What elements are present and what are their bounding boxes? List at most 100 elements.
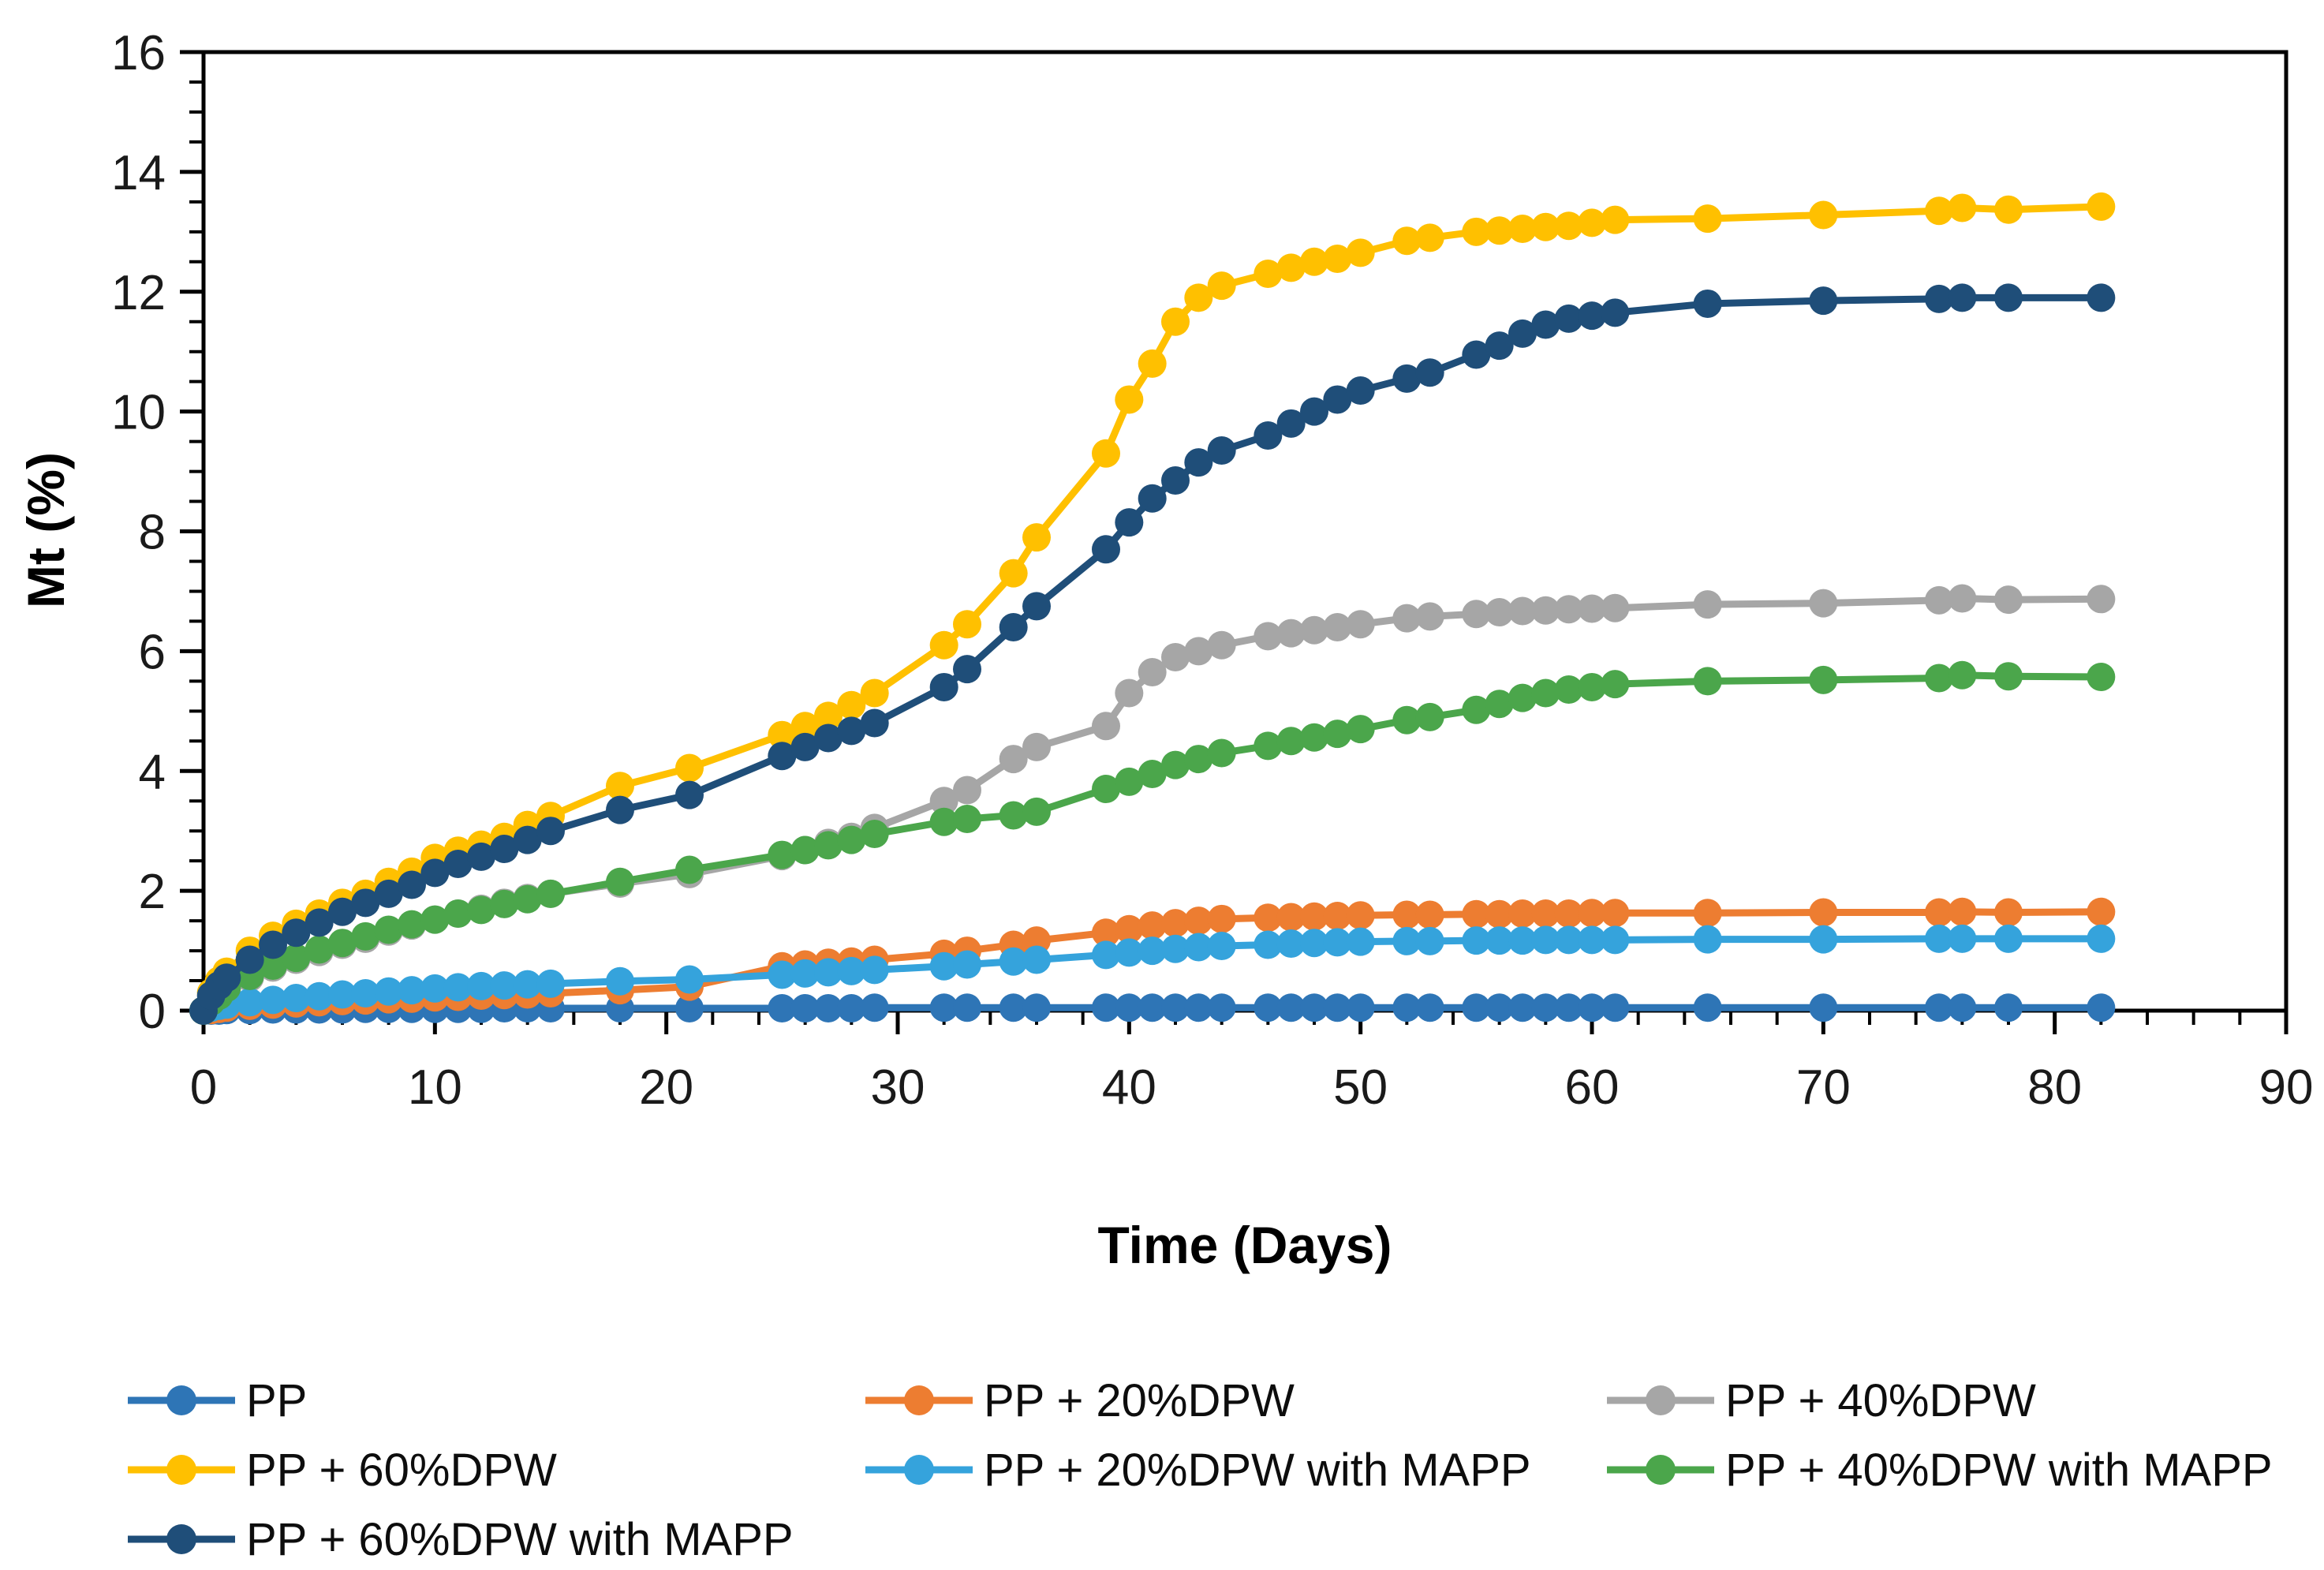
data-point xyxy=(1485,331,1514,361)
data-point xyxy=(1184,637,1213,666)
data-point xyxy=(1554,675,1583,704)
data-point xyxy=(1554,304,1583,333)
data-point xyxy=(1115,508,1144,537)
data-point xyxy=(1415,926,1444,955)
data-point xyxy=(1925,196,1953,226)
data-point xyxy=(1925,284,1953,313)
data-point xyxy=(1531,925,1560,955)
data-point xyxy=(814,701,843,731)
data-point xyxy=(1161,750,1190,779)
data-point xyxy=(1207,931,1236,960)
data-point xyxy=(860,993,889,1022)
data-point xyxy=(1415,993,1444,1022)
y-tick-label: 2 xyxy=(139,865,166,919)
data-point xyxy=(675,753,704,783)
data-point xyxy=(606,966,634,996)
data-point xyxy=(259,951,287,981)
data-point xyxy=(1115,385,1144,414)
legend-label: PP + 20%DPW xyxy=(984,1374,1295,1426)
legend-marker-icon xyxy=(865,1455,973,1485)
data-point xyxy=(1184,448,1213,477)
data-point xyxy=(490,834,519,863)
data-point xyxy=(1601,298,1630,327)
data-point xyxy=(1138,993,1167,1022)
data-point xyxy=(1300,615,1328,645)
data-point xyxy=(1601,993,1630,1022)
data-point xyxy=(1115,678,1144,708)
data-point xyxy=(953,655,981,684)
data-point xyxy=(837,690,866,720)
data-point xyxy=(1531,899,1560,928)
legend-item-pp-60-dpw: PP + 60%DPW xyxy=(126,1445,557,1496)
data-point xyxy=(1276,619,1306,648)
data-point xyxy=(282,944,311,973)
data-point xyxy=(1022,993,1051,1022)
data-point xyxy=(1554,993,1583,1022)
data-point xyxy=(1161,465,1190,495)
data-point xyxy=(1207,271,1236,301)
data-point xyxy=(1346,376,1375,406)
data-point xyxy=(1276,903,1306,932)
legend-label: PP xyxy=(246,1374,308,1426)
data-point xyxy=(1392,364,1422,393)
data-point xyxy=(1254,993,1283,1022)
data-point xyxy=(398,870,426,899)
data-point xyxy=(1508,993,1537,1022)
data-point xyxy=(1948,660,1977,690)
data-point xyxy=(420,974,450,1003)
x-tick-label: 10 xyxy=(408,1060,462,1115)
data-point xyxy=(1184,906,1213,936)
data-point xyxy=(929,672,958,701)
data-point xyxy=(467,895,495,925)
data-point xyxy=(1207,435,1236,465)
data-point xyxy=(1207,904,1236,933)
data-point xyxy=(351,921,380,951)
data-point xyxy=(1300,247,1328,276)
data-point xyxy=(2087,897,2116,926)
data-point xyxy=(1254,930,1283,959)
data-point xyxy=(999,801,1028,830)
data-point xyxy=(814,831,843,860)
data-point xyxy=(1462,600,1491,629)
data-point xyxy=(1948,584,1977,613)
data-point xyxy=(351,888,380,918)
data-point xyxy=(1323,902,1352,931)
data-point xyxy=(2087,585,2116,614)
data-point xyxy=(953,776,981,805)
data-point xyxy=(1346,901,1375,930)
data-point xyxy=(675,855,704,884)
data-point xyxy=(1809,925,1838,954)
data-point xyxy=(1693,925,1722,954)
data-point xyxy=(328,929,357,958)
data-point xyxy=(953,950,981,979)
data-point xyxy=(1346,993,1375,1022)
x-tick-label: 0 xyxy=(190,1060,217,1115)
data-point xyxy=(1022,797,1051,826)
data-point xyxy=(1994,195,2023,224)
legend-label: PP + 20%DPW with MAPP xyxy=(984,1444,1531,1496)
data-point xyxy=(1392,604,1422,633)
data-point xyxy=(1948,993,1977,1022)
legend-marker-icon xyxy=(865,1385,973,1415)
data-point xyxy=(282,984,311,1013)
data-point xyxy=(768,840,797,869)
data-point xyxy=(1925,898,1953,927)
plot-area-border xyxy=(201,50,2289,1013)
y-tick-label: 16 xyxy=(111,26,166,80)
data-point xyxy=(1485,216,1514,245)
data-point xyxy=(606,867,634,896)
data-point xyxy=(328,980,357,1009)
data-point xyxy=(1207,630,1236,660)
data-point xyxy=(1138,760,1167,789)
data-point xyxy=(1462,695,1491,724)
data-point xyxy=(1022,592,1051,621)
data-point xyxy=(1092,940,1120,970)
legend-item-pp-40-dpw-with-mapp: PP + 40%DPW with MAPP xyxy=(1605,1445,2273,1496)
data-point xyxy=(1115,767,1144,796)
data-point xyxy=(1392,926,1422,955)
data-point xyxy=(1415,223,1444,252)
data-point xyxy=(1276,727,1306,756)
data-point xyxy=(1276,929,1306,958)
data-point xyxy=(1092,918,1120,948)
